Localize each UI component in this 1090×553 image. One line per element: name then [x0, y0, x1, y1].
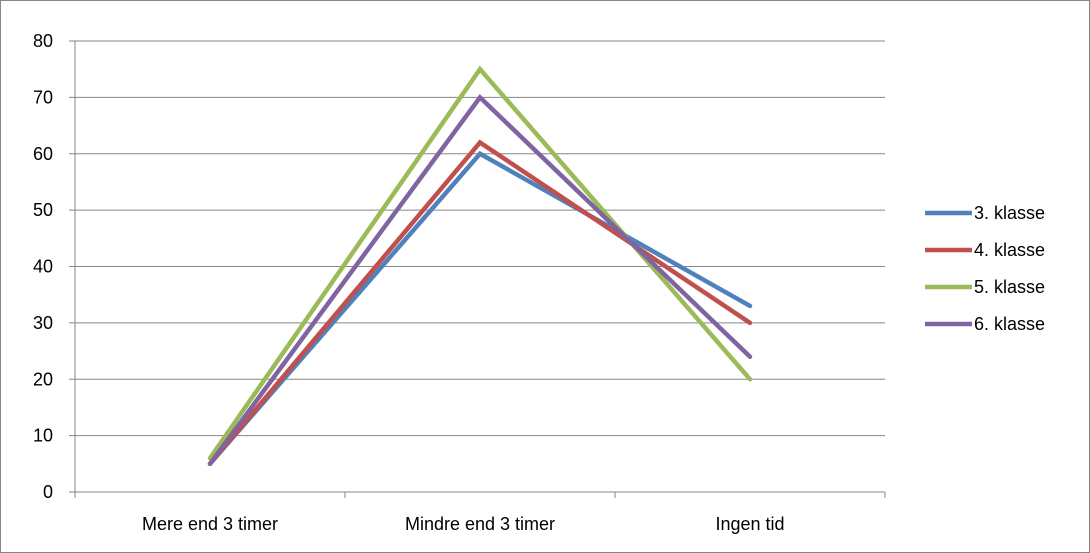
series-lines [207, 65, 753, 467]
y-tick-label: 20 [33, 369, 53, 389]
x-tick-label: Mindre end 3 timer [405, 514, 555, 534]
y-tick-label: 40 [33, 257, 53, 277]
series-line-2 [207, 139, 753, 467]
x-tick-label: Ingen tid [715, 514, 784, 534]
legend-label: 6. klasse [974, 314, 1045, 334]
legend-label: 3. klasse [974, 203, 1045, 223]
y-tick-label: 10 [33, 426, 53, 446]
x-tick-label: Mere end 3 timer [142, 514, 278, 534]
y-tick-label: 50 [33, 200, 53, 220]
y-tick-label: 70 [33, 87, 53, 107]
y-tick-label: 60 [33, 144, 53, 164]
axes: 0 10 20 30 40 50 60 70 80 Mere end 3 timer Mindre … [33, 31, 886, 534]
series-line-3 [207, 65, 753, 461]
y-tick-label: 0 [43, 482, 53, 502]
y-tick-label: 30 [33, 313, 53, 333]
series-line-1 [207, 150, 753, 467]
legend: 3. klasse 4. klasse 5. klasse 6. klasse [925, 203, 1045, 334]
y-tick-label: 80 [33, 31, 53, 51]
legend-label: 5. klasse [974, 277, 1045, 297]
legend-label: 4. klasse [974, 240, 1045, 260]
